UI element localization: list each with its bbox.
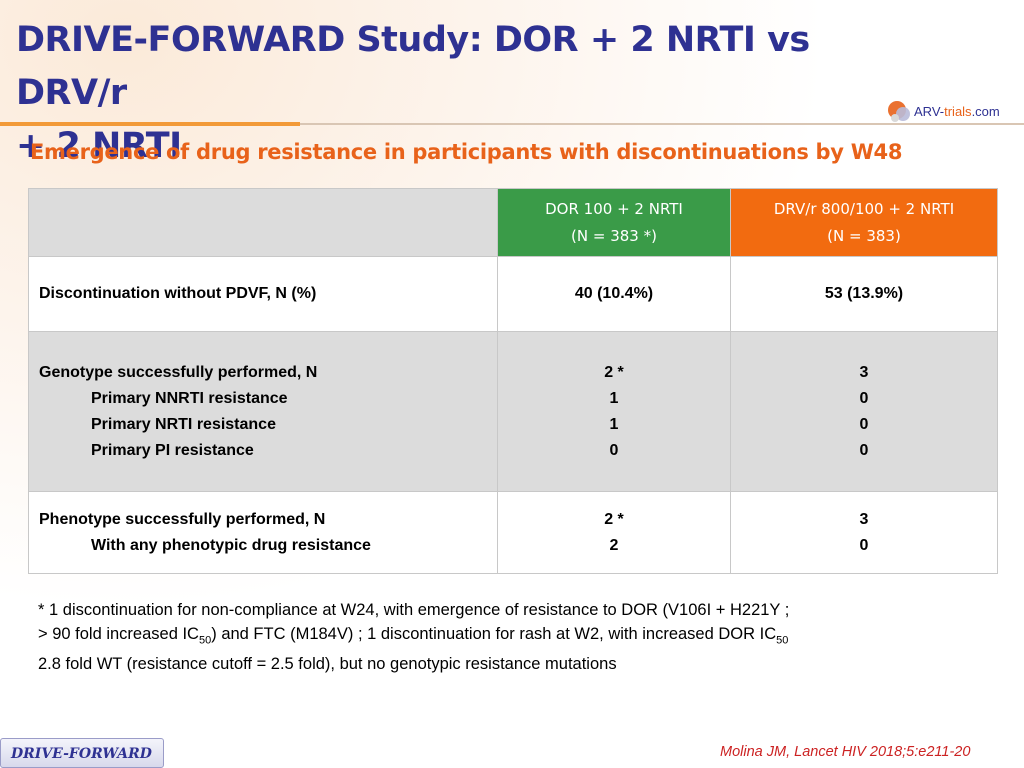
slide-title: DRIVE-FORWARD Study: DOR + 2 NRTI vs DRV… <box>16 14 916 173</box>
genotype-label: Genotype successfully performed, N <box>39 363 318 381</box>
study-badge: DRIVE-FORWARD <box>0 738 164 768</box>
title-line-2: + 2 NRTI <box>16 126 182 166</box>
header-drv-arm: DRV/r 800/100 + 2 NRTI (N = 383) <box>730 188 998 257</box>
phenotype-label: Phenotype successfully performed, N <box>39 510 326 528</box>
dor-phenotypic-resistance-value: 2 <box>609 536 619 554</box>
dor-genotype-value: 2 * <box>604 363 624 381</box>
footnote-line-3: 2.8 fold WT (resistance cutoff = 2.5 fol… <box>38 655 617 674</box>
phenotypic-resistance-label: With any phenotypic drug resistance <box>91 536 371 554</box>
drv-pi-value: 0 <box>859 441 869 459</box>
footnote-line-1: * 1 discontinuation for non-compliance a… <box>38 601 790 619</box>
arv-trials-logo: ARV-trials.com <box>886 98 1016 128</box>
table-header-row: DOR 100 + 2 NRTI (N = 383 *) DRV/r 800/1… <box>28 188 998 257</box>
header-dor-arm: DOR 100 + 2 NRTI (N = 383 *) <box>497 188 731 257</box>
dor-values: 2 * 2 <box>497 491 731 574</box>
dor-values: 2 * 1 1 0 <box>497 331 731 492</box>
dor-pi-value: 0 <box>609 441 619 459</box>
citation: Molina JM, Lancet HIV 2018;5:e211-20 <box>720 744 971 760</box>
footnote: * 1 discontinuation for non-compliance a… <box>38 598 998 676</box>
dor-nrti-value: 1 <box>609 415 619 433</box>
title-line-1: DRIVE-FORWARD Study: DOR + 2 NRTI vs DRV… <box>16 20 810 113</box>
dor-phenotype-value: 2 * <box>604 510 624 528</box>
row-label: Phenotype successfully performed, N With… <box>28 491 498 574</box>
title-rule-accent <box>0 122 300 126</box>
row-label: Genotype successfully performed, N Prima… <box>28 331 498 492</box>
dor-nnrti-value: 1 <box>609 389 619 407</box>
dor-value: 40 (10.4%) <box>497 256 731 332</box>
table-row: Phenotype successfully performed, N With… <box>28 491 998 574</box>
table-row: Discontinuation without PDVF, N (%) 40 (… <box>28 256 998 332</box>
header-blank-cell <box>28 188 498 257</box>
nrti-resistance-label: Primary NRTI resistance <box>91 415 276 433</box>
pi-resistance-label: Primary PI resistance <box>91 441 254 459</box>
dor-arm-n: (N = 383 *) <box>571 226 657 245</box>
drv-phenotype-value: 3 <box>859 510 869 528</box>
drv-values: 3 0 <box>730 491 998 574</box>
arv-trials-logo-icon <box>888 101 910 122</box>
nnrti-resistance-label: Primary NNRTI resistance <box>91 389 288 407</box>
title-rule <box>300 123 1024 125</box>
table-row: Genotype successfully performed, N Prima… <box>28 331 998 492</box>
drv-arm-name: DRV/r 800/100 + 2 NRTI <box>773 199 955 218</box>
drv-genotype-value: 3 <box>859 363 869 381</box>
footnote-line-2: > 90 fold increased IC50) and FTC (M184V… <box>38 625 789 647</box>
drv-values: 3 0 0 0 <box>730 331 998 492</box>
logo-text: ARV-trials.com <box>914 104 1000 119</box>
slide-subtitle: Emergence of drug resistance in particip… <box>30 140 903 164</box>
drv-value: 53 (13.9%) <box>730 256 998 332</box>
row-label: Discontinuation without PDVF, N (%) <box>28 256 498 332</box>
drv-phenotypic-resistance-value: 0 <box>859 536 869 554</box>
drv-arm-n: (N = 383) <box>827 226 901 245</box>
drv-nrti-value: 0 <box>859 415 869 433</box>
dor-arm-name: DOR 100 + 2 NRTI <box>545 199 683 218</box>
drv-nnrti-value: 0 <box>859 389 869 407</box>
resistance-table: DOR 100 + 2 NRTI (N = 383 *) DRV/r 800/1… <box>28 188 998 574</box>
study-badge-label: DRIVE-FORWARD <box>11 746 152 762</box>
